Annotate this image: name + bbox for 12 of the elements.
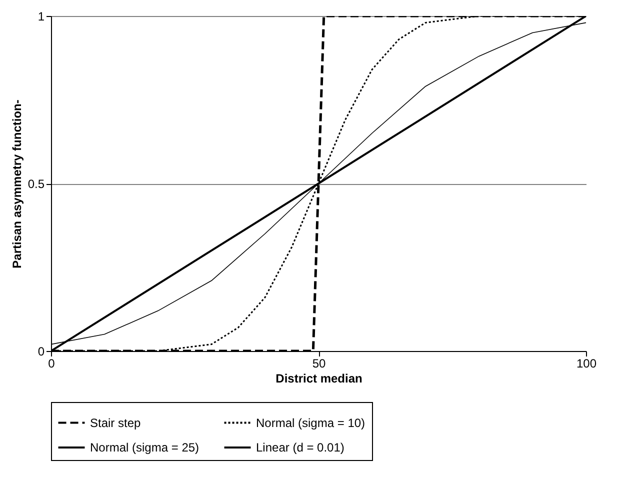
y-tick-label: 0.5 <box>28 177 45 191</box>
legend-label: Normal (sigma = 10) <box>256 416 366 430</box>
x-axis-title: District median <box>276 372 362 386</box>
legend-label: Normal (sigma = 25) <box>90 440 200 454</box>
y-tick-label: 1 <box>38 10 45 24</box>
legend-label: Stair step <box>90 416 142 430</box>
y-tick-label: 0 <box>38 344 45 358</box>
y-axis-title: Partisan asymmetry function- <box>10 100 24 268</box>
legend-label: Linear (d = 0.01) <box>256 440 344 454</box>
x-tick-label: 100 <box>576 356 597 370</box>
x-tick-label: 0 <box>48 356 56 370</box>
x-tick-label: 50 <box>312 356 326 370</box>
